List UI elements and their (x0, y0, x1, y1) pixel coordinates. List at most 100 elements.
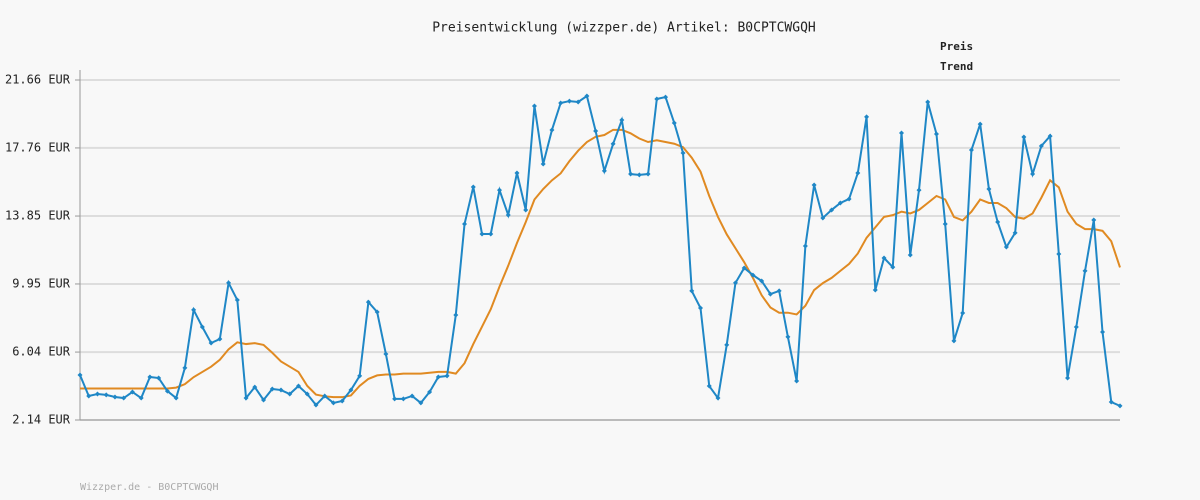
point-marker (287, 391, 293, 397)
chart-title: Preisentwicklung (wizzper.de) Artikel: B… (432, 21, 816, 36)
point-marker (671, 120, 677, 126)
point-marker (802, 243, 808, 249)
point-marker (601, 168, 607, 174)
point-marker (86, 393, 92, 399)
point-marker (1117, 403, 1123, 409)
point-marker (252, 384, 258, 390)
point-marker (514, 170, 520, 176)
point-marker (968, 147, 974, 153)
point-marker (479, 231, 485, 237)
point-marker (383, 351, 389, 357)
point-marker (864, 114, 870, 120)
point-marker (593, 128, 599, 134)
point-marker (846, 196, 852, 202)
point-marker (173, 395, 179, 401)
point-marker (855, 170, 861, 176)
point-marker (1100, 329, 1106, 335)
point-marker (313, 402, 319, 408)
point-marker (549, 127, 555, 133)
point-marker (715, 395, 721, 401)
series-line (79, 94, 1121, 407)
point-marker (995, 219, 1001, 225)
point-marker (365, 299, 371, 305)
point-marker (462, 221, 468, 227)
point-marker (785, 334, 791, 340)
point-marker (1091, 217, 1097, 223)
point-marker (750, 272, 756, 278)
point-marker (208, 340, 214, 346)
point-marker (811, 182, 817, 188)
point-marker (741, 265, 747, 271)
point-marker (191, 307, 197, 313)
point-marker (444, 373, 450, 379)
point-marker (951, 338, 957, 344)
point-marker (837, 200, 843, 206)
point-marker (986, 186, 992, 192)
point-marker (374, 309, 380, 315)
point-marker (916, 187, 922, 193)
point-marker (182, 365, 188, 371)
point-marker (261, 397, 267, 403)
point-marker (453, 312, 459, 318)
point-marker (147, 374, 153, 380)
point-marker (357, 373, 363, 379)
point-marker (1108, 399, 1114, 405)
point-marker (890, 264, 896, 270)
point-marker (794, 378, 800, 384)
point-marker (531, 103, 537, 109)
point-marker (409, 393, 415, 399)
point-marker (217, 336, 223, 342)
point-marker (156, 375, 162, 381)
point-marker (199, 324, 205, 330)
y-tick-label: 6.04 EUR (12, 345, 71, 359)
point-marker (977, 121, 983, 127)
legend-entry: Preis (940, 40, 973, 53)
point-marker (767, 291, 773, 297)
point-marker (680, 150, 686, 156)
point-marker (558, 100, 564, 106)
point-marker (348, 387, 354, 393)
point-marker (121, 395, 127, 401)
point-marker (899, 130, 905, 136)
point-marker (872, 287, 878, 293)
point-marker (759, 278, 765, 284)
point-marker (129, 389, 135, 395)
point-marker (636, 172, 642, 178)
y-tick-label: 2.14 EUR (12, 413, 71, 427)
point-marker (1003, 244, 1009, 250)
legend-entry: Trend (940, 60, 973, 73)
point-marker (103, 392, 109, 398)
point-marker (540, 161, 546, 167)
point-marker (942, 221, 948, 227)
point-marker (1047, 133, 1053, 139)
point-marker (645, 171, 651, 177)
point-marker (418, 400, 424, 406)
point-marker (339, 398, 345, 404)
point-marker (960, 310, 966, 316)
point-marker (584, 93, 590, 99)
point-marker (295, 383, 301, 389)
point-marker (619, 117, 625, 123)
point-marker (610, 141, 616, 147)
point-marker (1082, 268, 1088, 274)
point-marker (829, 207, 835, 213)
point-marker (1030, 171, 1036, 177)
point-marker (488, 231, 494, 237)
footer: Wizzper.de - B0CPTCWGQH (80, 482, 218, 493)
point-marker (907, 252, 913, 258)
point-marker (776, 288, 782, 294)
point-marker (1038, 143, 1044, 149)
point-marker (427, 389, 433, 395)
point-marker (925, 99, 931, 105)
y-tick-label: 13.85 EUR (5, 209, 71, 223)
point-marker (1065, 375, 1071, 381)
point-marker (164, 388, 170, 394)
point-marker (732, 280, 738, 286)
point-marker (278, 387, 284, 393)
point-marker (505, 212, 511, 218)
point-marker (94, 391, 100, 397)
point-marker (706, 383, 712, 389)
point-marker (1073, 324, 1079, 330)
